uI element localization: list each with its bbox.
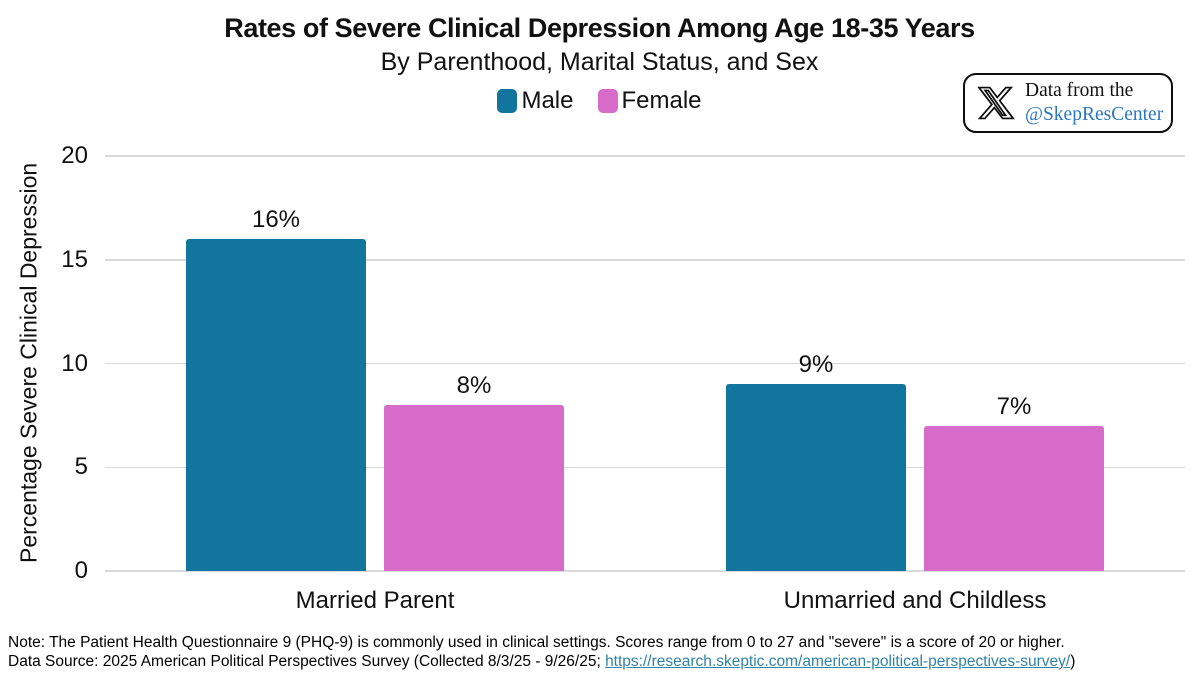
group-unmarried-and-childless: 9% 7% Unmarried and Childless bbox=[645, 156, 1185, 614]
plot-area: 16% 8% Married Parent 9% 7% Unmarried and Chi… bbox=[105, 155, 1185, 614]
legend-swatch-male bbox=[497, 89, 518, 113]
bar-female-unmarried-and-childless bbox=[924, 425, 1104, 571]
gridline-5 bbox=[105, 466, 1185, 468]
bar-groups: 16% 8% Married Parent 9% 7% Unmarried and Chi… bbox=[105, 156, 1185, 614]
attribution-badge: Data from the @SkepResCenter bbox=[963, 73, 1173, 133]
page-title: Rates of Severe Clinical Depression Amon… bbox=[224, 13, 975, 43]
legend-label-female: Female bbox=[621, 87, 702, 114]
badge-text: Data from the @SkepResCenter bbox=[1025, 79, 1163, 127]
bar-value-label-female-married-parent: 8% bbox=[456, 372, 492, 399]
footnote-source: Data Source: 2025 American Political Per… bbox=[8, 653, 1075, 672]
bar-male-unmarried-and-childless bbox=[726, 384, 906, 571]
footnote: Note: The Patient Health Questionnaire 9… bbox=[8, 634, 1075, 672]
bar-wrap-male-married-parent: 16% bbox=[186, 156, 366, 571]
y-axis-title: Percentage Severe Clinical Depression bbox=[15, 162, 42, 563]
bar-wrap-male-unmarried-and-childless: 9% bbox=[726, 156, 906, 571]
bar-value-label-male-unmarried-and-childless: 9% bbox=[798, 351, 834, 379]
gridline-0 bbox=[105, 570, 1185, 572]
legend-swatch-female bbox=[597, 89, 618, 113]
legend-item-female: Female bbox=[597, 87, 702, 115]
x-logo-icon bbox=[977, 84, 1015, 122]
legend-label-male: Male bbox=[521, 87, 574, 114]
bar-wrap-female-unmarried-and-childless: 7% bbox=[924, 156, 1104, 571]
gridline-15 bbox=[105, 259, 1185, 261]
y-tick-label-0: 0 bbox=[74, 557, 88, 584]
y-tick-label-10: 10 bbox=[61, 349, 88, 377]
footnote-note: Note: The Patient Health Questionnaire 9… bbox=[8, 634, 1065, 651]
bar-female-married-parent bbox=[384, 405, 564, 571]
gridline-20 bbox=[105, 155, 1185, 157]
y-axis-ticks: 0 5 10 15 20 bbox=[48, 142, 92, 584]
badge-line1: Data from the bbox=[1025, 80, 1134, 102]
category-label-married-parent: Married Parent bbox=[295, 587, 455, 614]
source-suffix: ) bbox=[1070, 652, 1076, 670]
badge-handle: @SkepResCenter bbox=[1025, 104, 1164, 125]
y-tick-label-15: 15 bbox=[61, 245, 88, 273]
source-link[interactable]: https://research.skeptic.com/american-po… bbox=[605, 652, 1071, 670]
category-label-unmarried-and-childless: Unmarried and Childless bbox=[783, 587, 1047, 614]
bar-wrap-female-married-parent: 8% bbox=[384, 156, 564, 571]
page-subtitle: By Parenthood, Marital Status, and Sex bbox=[380, 48, 819, 76]
legend-item-male: Male bbox=[497, 87, 574, 115]
gridline-10 bbox=[105, 362, 1185, 365]
bar-value-label-female-unmarried-and-childless: 7% bbox=[996, 392, 1032, 420]
legend: Male Female bbox=[0, 87, 1199, 115]
bar-male-married-parent bbox=[186, 239, 366, 571]
y-tick-label-20: 20 bbox=[61, 142, 88, 169]
group-married-parent: 16% 8% Married Parent bbox=[105, 156, 645, 614]
bar-value-label-male-married-parent: 16% bbox=[251, 206, 301, 233]
y-tick-label-5: 5 bbox=[74, 453, 88, 481]
source-prefix: Data Source: 2025 American Political Per… bbox=[8, 652, 606, 670]
